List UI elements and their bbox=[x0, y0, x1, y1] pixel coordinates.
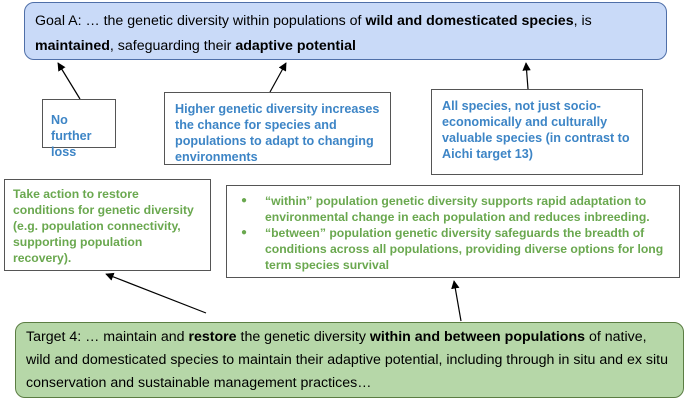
take-action-box: Take action to restore conditions for ge… bbox=[4, 179, 211, 271]
goal-a-box: Goal A: … the genetic diversity within p… bbox=[24, 2, 667, 60]
within-between-box: “within” population genetic diversity su… bbox=[226, 185, 680, 278]
take-action-text: Take action to restore conditions for ge… bbox=[13, 187, 194, 265]
target-text-2: the genetic diversity bbox=[236, 329, 370, 345]
goal-bold-adaptive: adaptive potential bbox=[235, 38, 356, 54]
goal-text: Goal A: … the genetic diversity within p… bbox=[35, 13, 366, 29]
between-bullet: “between” population genetic diversity s… bbox=[237, 225, 669, 273]
goal-bold-maintained: maintained bbox=[35, 38, 110, 54]
within-bullet: “within” population genetic diversity su… bbox=[237, 193, 669, 225]
higher-diversity-text: Higher genetic diversity increases the c… bbox=[175, 102, 380, 164]
all-species-text: All species, not just socio-economically… bbox=[442, 99, 630, 161]
arrow-target-to-populations bbox=[451, 280, 462, 322]
target-bold-restore: restore bbox=[188, 329, 237, 345]
arrow-all-species-to-goal bbox=[522, 62, 531, 90]
no-further-loss-text: No further loss bbox=[51, 113, 92, 159]
target-bold-populations: within and between populations bbox=[369, 329, 586, 345]
within-between-list: “within” population genetic diversity su… bbox=[237, 193, 669, 273]
arrow-higher-diversity-to-goal bbox=[269, 62, 287, 93]
arrow-no-loss-to-goal bbox=[57, 62, 81, 100]
goal-text-2: , is bbox=[573, 13, 592, 29]
all-species-box: All species, not just socio-economically… bbox=[431, 89, 643, 175]
no-further-loss-box: No further loss bbox=[42, 99, 116, 159]
goal-text-3: , safeguarding their bbox=[109, 38, 236, 54]
target-4-box: Target 4: … maintain and restore the gen… bbox=[15, 322, 684, 398]
goal-bold-species: wild and domesticated species bbox=[365, 13, 574, 29]
arrow-target-to-take-action bbox=[105, 272, 207, 314]
higher-diversity-box: Higher genetic diversity increases the c… bbox=[164, 92, 391, 165]
target-text: Target 4: … maintain and bbox=[26, 329, 189, 345]
target-text-3: of native, wild and domesticated species… bbox=[26, 329, 668, 391]
